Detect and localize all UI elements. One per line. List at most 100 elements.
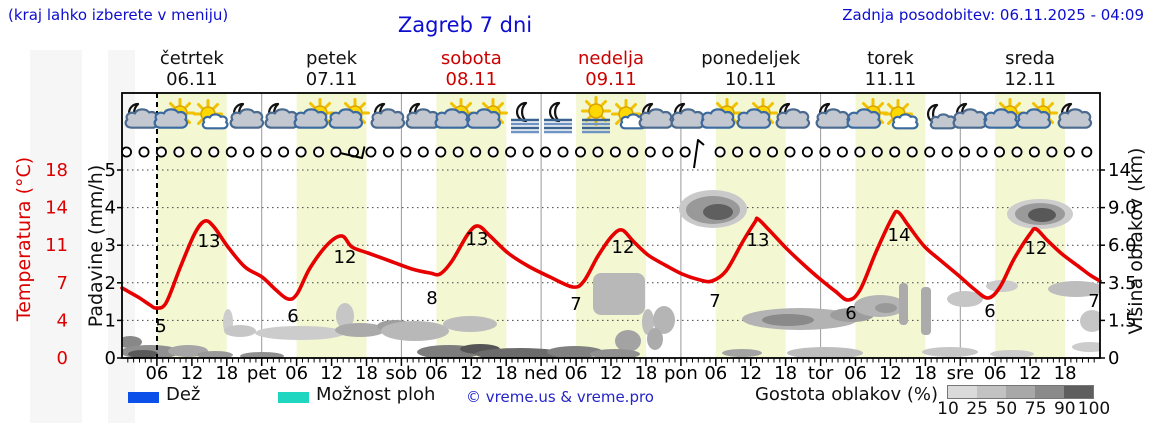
weather-icons bbox=[124, 96, 1093, 134]
density-scale-segment bbox=[1064, 386, 1093, 398]
svg-text:0: 0 bbox=[57, 348, 68, 369]
weather-icon-sun-cloud bbox=[846, 98, 888, 129]
svg-text:12: 12 bbox=[879, 363, 902, 384]
svg-text:13: 13 bbox=[747, 230, 770, 251]
svg-text:12: 12 bbox=[180, 363, 203, 384]
day-name: sobota bbox=[440, 48, 502, 69]
svg-text:7: 7 bbox=[57, 273, 68, 294]
day-header-sobota: sobota 08.11 bbox=[401, 48, 541, 90]
day-name: četrtek bbox=[159, 48, 224, 69]
svg-text:pon: pon bbox=[664, 363, 698, 384]
density-tick-label: 100 bbox=[1077, 399, 1111, 419]
day-date: 09.11 bbox=[585, 69, 637, 90]
weather-icon-moon-cloud bbox=[264, 102, 300, 129]
day-name: nedelja bbox=[577, 48, 644, 69]
day-header-torek: torek 11.11 bbox=[821, 48, 961, 90]
day-header-ponedeljek: ponedeljek 10.11 bbox=[681, 48, 821, 90]
weather-icon-moon-cloud bbox=[370, 102, 406, 129]
cloud-axis-tick-labels: 14 9.0 6.0 3.5 1.5 0 bbox=[1108, 160, 1137, 369]
svg-text:06: 06 bbox=[844, 363, 867, 384]
weather-icon-moon-cloud bbox=[1057, 102, 1093, 129]
day-name: sreda bbox=[1005, 48, 1056, 69]
weather-icon-sun-cloud bbox=[700, 98, 742, 129]
density-scale-segment bbox=[977, 386, 1006, 398]
svg-text:3.5: 3.5 bbox=[1108, 273, 1137, 294]
density-scale-segment bbox=[1006, 386, 1035, 398]
svg-text:18: 18 bbox=[914, 363, 937, 384]
weather-icon-moon-fog bbox=[544, 101, 572, 134]
density-tick-label: 25 bbox=[966, 399, 989, 419]
svg-text:4: 4 bbox=[57, 310, 68, 331]
weather-icon-sun-cloud bbox=[983, 98, 1025, 129]
svg-text:5: 5 bbox=[155, 316, 166, 337]
weather-icon-moon-fog bbox=[511, 101, 539, 134]
weather-icon-sun-cloud-small bbox=[193, 99, 229, 130]
svg-text:12: 12 bbox=[1025, 238, 1048, 259]
svg-text:12: 12 bbox=[600, 363, 623, 384]
day-header-sreda: sreda 12.11 bbox=[960, 48, 1100, 90]
svg-text:11: 11 bbox=[45, 235, 68, 256]
svg-text:12: 12 bbox=[460, 363, 483, 384]
shower-legend-swatch bbox=[278, 392, 309, 403]
weather-icon-moon-cloud-small bbox=[926, 103, 957, 130]
svg-text:06: 06 bbox=[984, 363, 1007, 384]
last-update-timestamp: Zadnja posodobitev: 06.11.2025 - 04:09 bbox=[842, 6, 1144, 24]
svg-text:14: 14 bbox=[45, 198, 68, 219]
svg-text:18: 18 bbox=[634, 363, 657, 384]
svg-text:tor: tor bbox=[808, 363, 834, 384]
cloud-density-label: Gostota oblakov (%) bbox=[754, 384, 938, 405]
svg-text:13: 13 bbox=[198, 231, 221, 252]
gridlines bbox=[122, 169, 1100, 321]
day-date: 10.11 bbox=[724, 69, 777, 90]
svg-text:5: 5 bbox=[105, 160, 116, 181]
svg-text:6: 6 bbox=[287, 306, 298, 327]
density-tick-label: 75 bbox=[1024, 399, 1047, 419]
svg-text:12: 12 bbox=[320, 363, 343, 384]
svg-text:06: 06 bbox=[704, 363, 727, 384]
density-tick-label: 50 bbox=[995, 399, 1018, 419]
svg-text:18: 18 bbox=[1054, 363, 1077, 384]
day-date: 07.11 bbox=[305, 69, 358, 90]
svg-text:06: 06 bbox=[565, 363, 588, 384]
svg-text:1.5: 1.5 bbox=[1108, 310, 1137, 331]
axis-edge-ticks bbox=[117, 169, 1105, 366]
weather-icon-sun-cloud bbox=[466, 98, 508, 129]
day-name: petek bbox=[306, 48, 358, 69]
svg-text:9.0: 9.0 bbox=[1108, 198, 1137, 219]
weather-icon-sun-fog bbox=[581, 96, 611, 134]
weather-icon-sun-cloud bbox=[328, 98, 370, 129]
svg-text:sob: sob bbox=[385, 363, 417, 384]
svg-text:4: 4 bbox=[105, 198, 116, 219]
svg-text:7: 7 bbox=[570, 294, 581, 315]
weather-icon-sun-cloud bbox=[153, 98, 195, 129]
location-hint: (kraj lahko izberete v meniju) bbox=[8, 6, 229, 24]
cloud-density-scale bbox=[947, 385, 1094, 399]
wind-barb bbox=[339, 146, 366, 159]
svg-text:06: 06 bbox=[425, 363, 448, 384]
day-date: 06.11 bbox=[166, 69, 218, 90]
weather-icon-sun-cloud bbox=[293, 98, 335, 129]
weather-icon-moon-cloud bbox=[670, 102, 706, 129]
precip-axis-tick-labels: 5 4 3 2 1 0 bbox=[105, 160, 116, 369]
svg-text:18: 18 bbox=[355, 363, 378, 384]
svg-text:6: 6 bbox=[845, 303, 856, 324]
svg-text:06: 06 bbox=[145, 363, 168, 384]
rain-legend-label: Dež bbox=[166, 384, 201, 405]
density-tick-label: 90 bbox=[1053, 399, 1076, 419]
time-axis-labels: 06 12 18 pet 06 12 18 sob 06 12 18 ned 06 12 18 pon 06 12… bbox=[145, 363, 1076, 384]
svg-text:18: 18 bbox=[45, 160, 68, 181]
svg-text:pet: pet bbox=[247, 363, 277, 384]
weather-icon-sun-cloud bbox=[1016, 98, 1058, 129]
svg-text:18: 18 bbox=[774, 363, 797, 384]
weather-icon-sun-cloud bbox=[736, 98, 778, 129]
wind-barb bbox=[693, 139, 705, 169]
svg-text:18: 18 bbox=[495, 363, 518, 384]
copyright-link[interactable]: © vreme.us & vreme.pro bbox=[466, 388, 654, 406]
svg-text:12: 12 bbox=[612, 237, 635, 258]
density-tick-label: 10 bbox=[937, 399, 959, 419]
weather-icon-moon-cloud bbox=[124, 102, 160, 129]
svg-text:ned: ned bbox=[524, 363, 558, 384]
day-header-četrtek: četrtek 06.11 bbox=[122, 48, 262, 90]
weather-icon-moon-cloud bbox=[638, 102, 674, 129]
